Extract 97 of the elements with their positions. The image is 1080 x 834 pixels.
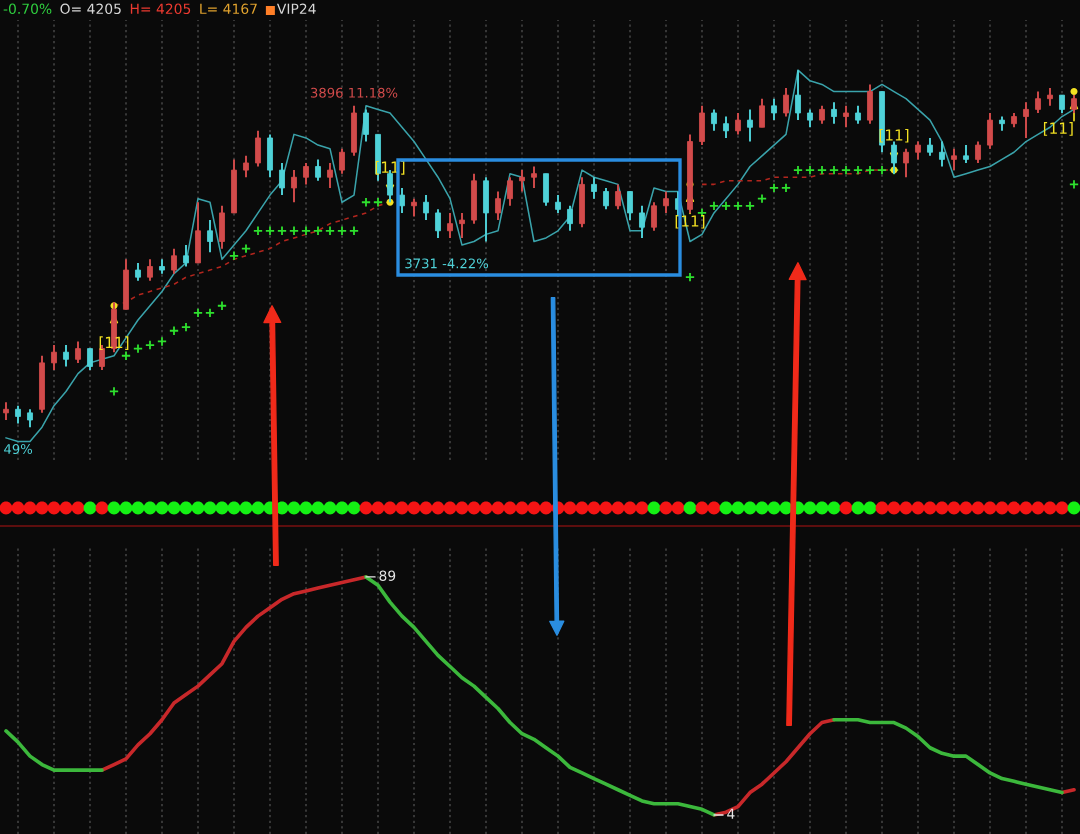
candlestick — [843, 104, 849, 129]
candlestick — [663, 190, 669, 214]
point — [300, 225, 312, 236]
point — [372, 197, 384, 208]
point — [708, 200, 720, 211]
candlestick — [735, 112, 741, 136]
data-label: 89 — [379, 570, 396, 581]
point — [228, 250, 240, 261]
candlestick — [531, 165, 537, 189]
point — [204, 307, 216, 318]
candlestick — [339, 147, 345, 175]
point — [684, 272, 696, 283]
candlestick — [435, 208, 441, 239]
candlestick — [327, 161, 333, 189]
candlestick — [147, 258, 153, 282]
candlestick — [183, 244, 189, 268]
candlestick — [423, 194, 429, 222]
point — [168, 325, 180, 336]
point — [828, 165, 840, 176]
point — [744, 200, 756, 211]
point — [312, 225, 324, 236]
point — [264, 225, 276, 236]
candlestick — [315, 158, 321, 182]
annotation: 3731 -4.22% — [405, 258, 489, 269]
data-label: 4 — [727, 808, 735, 819]
point — [1068, 179, 1080, 190]
point — [720, 200, 732, 211]
candlestick — [1035, 90, 1041, 114]
point — [324, 225, 336, 236]
point — [756, 193, 768, 204]
point — [288, 225, 300, 236]
candlestick — [75, 340, 81, 364]
candlestick — [711, 108, 717, 132]
candlestick — [795, 69, 801, 122]
point — [192, 307, 204, 318]
candlestick — [639, 204, 645, 239]
point — [144, 339, 156, 351]
candlestick — [63, 344, 69, 368]
candlestick — [951, 147, 957, 172]
point — [1070, 88, 1078, 96]
candlestick — [627, 190, 633, 222]
text: O= 4205 — [60, 3, 121, 15]
candlestick — [939, 140, 945, 168]
point — [336, 225, 348, 236]
text: -0.70% — [3, 3, 52, 15]
point — [852, 165, 864, 176]
candlestick — [903, 147, 909, 179]
candlestick — [459, 211, 465, 239]
candlestick — [51, 344, 57, 371]
point — [864, 165, 876, 176]
candlestick — [363, 108, 369, 143]
text: VIP24 — [276, 3, 316, 14]
point — [804, 165, 816, 176]
candlestick — [279, 161, 285, 197]
point — [240, 243, 252, 254]
point — [816, 165, 828, 176]
point — [360, 197, 372, 208]
candlestick — [747, 108, 753, 143]
candlestick — [495, 190, 501, 222]
candlestick — [399, 186, 405, 214]
point — [252, 225, 264, 236]
candlestick — [603, 186, 609, 211]
annotation: 49% — [4, 444, 33, 455]
candlestick — [615, 183, 621, 211]
candlestick — [771, 97, 777, 122]
candlestick — [759, 97, 765, 129]
point — [180, 322, 192, 333]
candlestick — [975, 140, 981, 164]
candlestick — [519, 169, 525, 193]
candlestick — [507, 176, 513, 207]
point — [876, 165, 888, 176]
candlestick — [723, 115, 729, 139]
candlestick — [567, 204, 573, 232]
annotation: [11] — [1043, 122, 1073, 136]
candlestick — [87, 347, 93, 371]
candlestick — [291, 169, 297, 204]
candlestick — [243, 154, 249, 179]
point — [276, 225, 288, 236]
point — [120, 350, 132, 361]
candlestick — [651, 201, 657, 232]
point — [732, 200, 744, 211]
point — [216, 300, 228, 311]
text: L= 4167 — [200, 3, 257, 15]
candlestick — [1023, 101, 1029, 139]
candlestick — [831, 101, 837, 125]
candlestick — [447, 211, 453, 239]
candlestick — [171, 247, 177, 275]
point — [132, 343, 144, 354]
candlestick — [207, 219, 213, 254]
annotation: 3896 11.18% — [310, 87, 398, 98]
point — [792, 165, 804, 176]
candlestick — [783, 87, 789, 118]
candlestick — [303, 161, 309, 186]
point — [348, 225, 360, 236]
candlestick — [591, 176, 597, 200]
text: H= 4205 — [130, 3, 191, 15]
point — [840, 165, 852, 176]
